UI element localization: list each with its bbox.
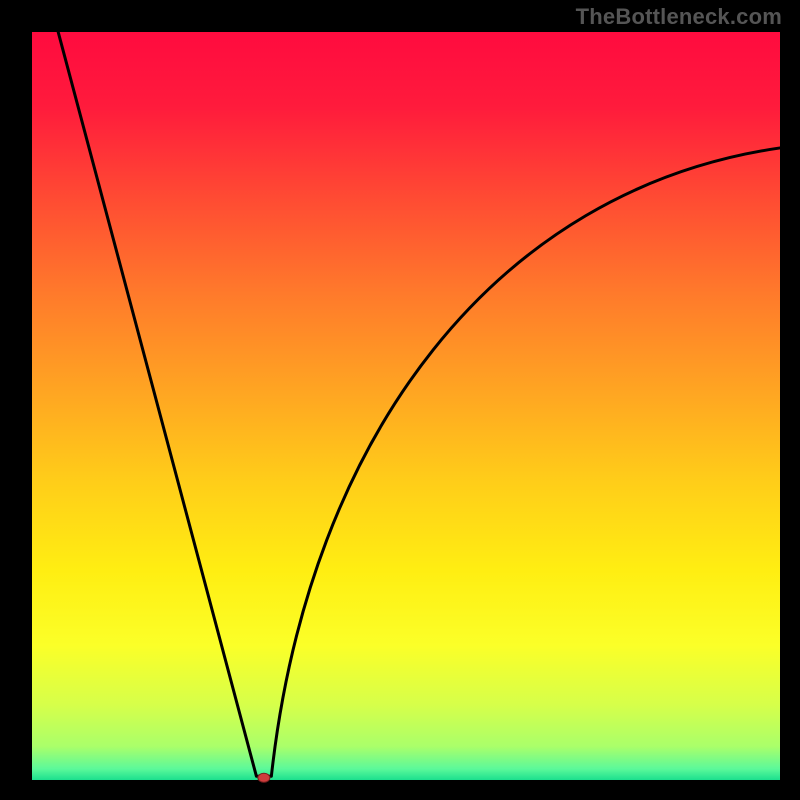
plot-background <box>32 32 780 780</box>
watermark-text: TheBottleneck.com <box>576 4 782 30</box>
optimum-marker <box>258 773 270 782</box>
chart-container: TheBottleneck.com <box>0 0 800 800</box>
chart-svg <box>0 0 800 800</box>
